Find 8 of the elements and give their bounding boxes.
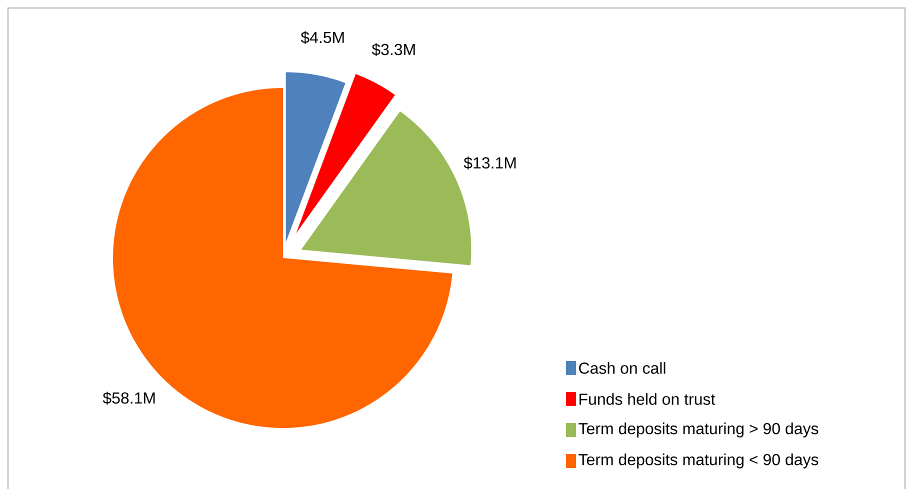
legend-label: Term deposits maturing > 90 days <box>578 422 818 438</box>
data-label: $58.1M <box>102 391 155 404</box>
legend-label: Funds held on trust <box>580 392 716 405</box>
data-label: $13.1M <box>464 156 516 170</box>
data-label: $4.5M <box>300 30 344 44</box>
legend-label: Term deposits maturing < 90 days <box>578 453 818 468</box>
legend-label: Cash on call <box>579 362 666 374</box>
data-label: $3.3M <box>372 42 415 56</box>
